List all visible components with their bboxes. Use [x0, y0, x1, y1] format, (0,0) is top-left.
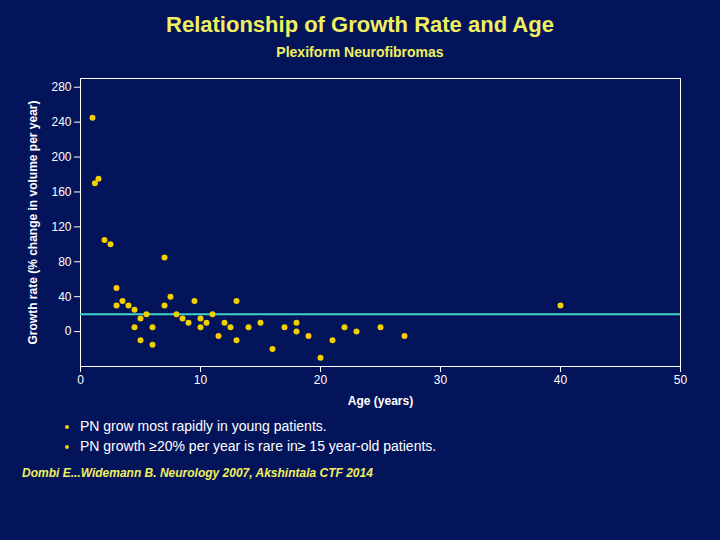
html-text:PN growth ≥20% per year is rar: PN growth ≥20% per year is rare in≥ 15 y…: [80, 438, 437, 454]
svg-text:0: 0: [77, 373, 84, 387]
svg-text:10: 10: [194, 373, 208, 387]
svg-text:160: 160: [51, 185, 71, 199]
svg-text:30: 30: [434, 373, 448, 387]
html-text:Dombi E...Widemann B. Neurolog: Dombi E...Widemann B. Neurology 2007, Ak…: [22, 466, 373, 480]
svg-text:Age (years): Age (years): [348, 394, 413, 408]
svg-text:80: 80: [58, 255, 72, 269]
html-text:Plexiform Neurofibromas: Plexiform Neurofibromas: [276, 44, 444, 60]
svg-text:200: 200: [51, 150, 71, 164]
svg-text:40: 40: [58, 290, 72, 304]
svg-text:240: 240: [51, 115, 71, 129]
svg-text:0: 0: [65, 324, 72, 338]
svg-text:120: 120: [51, 220, 71, 234]
svg-text:Growth rate (% change in volum: Growth rate (% change in volume per year…: [26, 100, 40, 344]
html-text:Relationship of Growth Rate an: Relationship of Growth Rate and Age: [166, 12, 554, 37]
svg-text:20: 20: [314, 373, 328, 387]
svg-text:50: 50: [674, 373, 688, 387]
svg-text:40: 40: [554, 373, 568, 387]
svg-text:280: 280: [51, 80, 71, 94]
html-text:PN grow most rapidly in young: PN grow most rapidly in young patients.: [80, 418, 327, 434]
